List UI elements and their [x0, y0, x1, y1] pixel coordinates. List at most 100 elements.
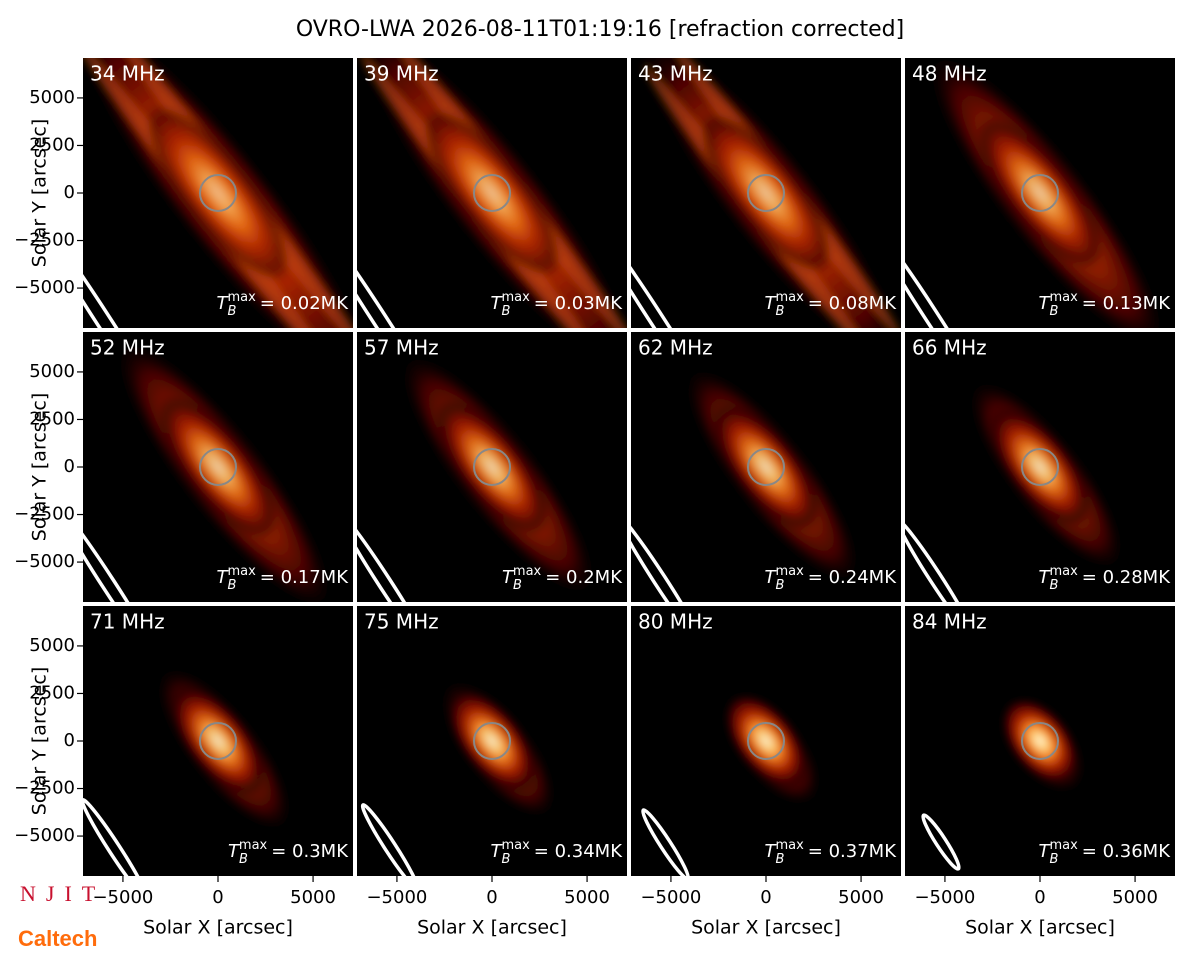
- tb-max-label: TBmax = 0.13MK: [1039, 290, 1172, 319]
- y-tick-label: −2500: [14, 504, 75, 525]
- tb-value: = 0.36MK: [1082, 841, 1171, 862]
- beam: [83, 797, 149, 876]
- tb-symbol: T: [765, 293, 778, 314]
- x-tick-label: 5000: [564, 887, 610, 908]
- y-tick-label: −5000: [14, 551, 75, 572]
- tb-value: = 0.13MK: [1082, 293, 1171, 314]
- panel: [357, 332, 627, 602]
- x-tick-label: 0: [1034, 887, 1045, 908]
- tb-sub: B: [776, 852, 785, 867]
- x-tick-label: −5000: [366, 887, 427, 908]
- emission: [439, 679, 557, 819]
- tb-sub: B: [502, 304, 511, 319]
- panel-title: 71 MHz: [90, 610, 165, 634]
- panel: [83, 332, 353, 602]
- tb-symbol: T: [491, 293, 504, 314]
- tb-sub: B: [228, 578, 237, 593]
- tb-symbol: T: [502, 567, 515, 588]
- beam: [631, 513, 704, 602]
- panel-title: 75 MHz: [364, 610, 439, 634]
- emission-core: [145, 103, 291, 283]
- panel-title: 80 MHz: [638, 610, 713, 634]
- solar-disk: [199, 722, 237, 760]
- panel: [631, 606, 901, 876]
- beam: [83, 503, 163, 602]
- panel: [905, 58, 1175, 328]
- tb-sub: B: [502, 852, 511, 867]
- y-tick-label: 0: [64, 730, 75, 751]
- beam: [83, 209, 176, 328]
- panel: [357, 606, 627, 876]
- x-tick-label: 5000: [838, 887, 884, 908]
- tb-sub: B: [228, 304, 237, 319]
- tb-max-label: TBmax = 0.08MK: [765, 290, 898, 319]
- tb-sup: max: [239, 838, 268, 853]
- x-axis-label: Solar X [arcsec]: [417, 917, 567, 939]
- panel-title: 84 MHz: [912, 610, 987, 634]
- tb-sup: max: [1049, 838, 1078, 853]
- emission: [155, 665, 293, 832]
- x-tick-label: −5000: [640, 887, 701, 908]
- tb-symbol: T: [217, 567, 230, 588]
- tb-sup: max: [1049, 564, 1078, 579]
- emission: [357, 58, 627, 328]
- tb-max-label: TBmax = 0.36MK: [1039, 838, 1172, 867]
- beam: [357, 214, 447, 328]
- y-tick-label: −5000: [14, 825, 75, 846]
- y-axis-label: Solar Y [arcsec]: [29, 119, 51, 267]
- tb-value: = 0.34MK: [534, 841, 623, 862]
- emission: [640, 58, 901, 328]
- beam: [357, 508, 433, 602]
- tb-max-label: TBmax = 0.34MK: [491, 838, 624, 867]
- beam: [905, 224, 988, 328]
- tb-value: = 0.17MK: [260, 567, 349, 588]
- tb-value: = 0.3MK: [271, 841, 349, 862]
- y-tick-label: 2500: [29, 682, 75, 703]
- tb-sub: B: [1050, 304, 1059, 319]
- y-tick-label: −5000: [14, 277, 75, 298]
- panel-title: 43 MHz: [638, 62, 713, 86]
- emission: [1001, 697, 1085, 793]
- tb-sup: max: [501, 838, 530, 853]
- y-axis-label: Solar Y [arcsec]: [29, 667, 51, 815]
- logo-caltech: Caltech: [18, 926, 97, 951]
- tb-sub: B: [776, 578, 785, 593]
- logo-njit: NJIT: [20, 881, 105, 906]
- tb-sup: max: [775, 290, 804, 305]
- x-tick-label: 0: [486, 887, 497, 908]
- y-tick-label: −2500: [14, 230, 75, 251]
- panel-title: 62 MHz: [638, 336, 713, 360]
- emission-core: [1001, 697, 1079, 785]
- solar-disk: [747, 174, 785, 212]
- tb-max-label: TBmax = 0.28MK: [1039, 564, 1172, 593]
- emission-core: [170, 685, 266, 797]
- panel-title: 39 MHz: [364, 62, 439, 86]
- y-tick-label: 5000: [29, 87, 75, 108]
- x-axis-label: Solar X [arcsec]: [965, 917, 1115, 939]
- tb-max-label: TBmax = 0.02MK: [217, 290, 350, 319]
- x-axis-label: Solar X [arcsec]: [143, 917, 293, 939]
- solar-disk: [473, 722, 511, 760]
- emission: [83, 58, 353, 328]
- solar-disk: [199, 448, 237, 486]
- tb-value: = 0.03MK: [534, 293, 623, 314]
- solar-disk: [747, 448, 785, 486]
- tb-value: = 0.08MK: [808, 293, 897, 314]
- emission-core: [724, 693, 808, 789]
- emission: [723, 692, 821, 806]
- tb-value: = 0.24MK: [808, 567, 897, 588]
- panel: [83, 58, 353, 328]
- panel: [905, 606, 1175, 876]
- tb-max-label: TBmax = 0.3MK: [228, 838, 349, 867]
- tb-sub: B: [1050, 578, 1059, 593]
- tb-sup: max: [227, 290, 256, 305]
- y-tick-label: 2500: [29, 134, 75, 155]
- tb-sup: max: [227, 564, 256, 579]
- tb-symbol: T: [228, 841, 241, 862]
- emission-core: [422, 108, 562, 278]
- emission: [113, 337, 335, 602]
- tb-value: = 0.37MK: [808, 841, 897, 862]
- solar-disk: [1021, 174, 1059, 212]
- emission: [967, 378, 1125, 572]
